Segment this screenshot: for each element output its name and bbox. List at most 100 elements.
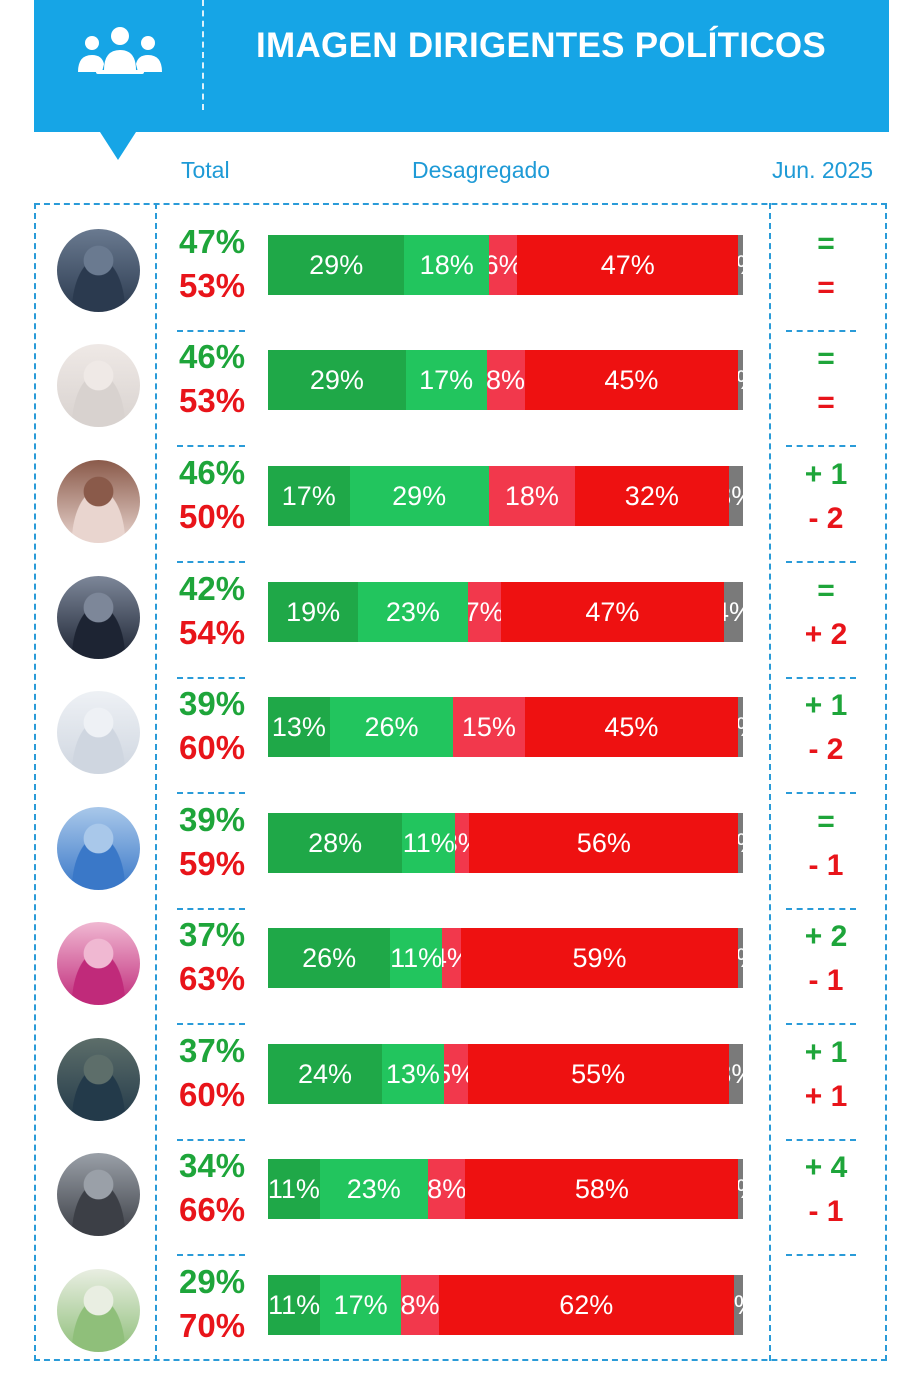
politician-row: 29% 70% 11%17%8%62%2% [0,1263,900,1390]
bar-segment-very-positive: 11% [268,1275,321,1335]
change-positive: = [817,574,835,607]
banner-divider [202,0,204,110]
row-separator [177,1254,245,1256]
stacked-bar: 13%26%15%45%1% [268,697,743,757]
row-separator [177,677,245,679]
bar-segment-negative: 18% [488,466,576,526]
bar-segment-positive: 13% [382,1044,444,1104]
bar-segment-negative: 6% [489,235,518,295]
change-separator [786,561,856,563]
bar-segment-very-negative: 58% [465,1159,739,1219]
total-positive-value: 46% [179,338,246,375]
column-header-total: Total [181,157,230,183]
total-negative-value: 60% [179,729,246,766]
politician-row: 37% 60% 24%13%5%55%3% + 1 + 1 [0,1032,900,1159]
bar-segment-positive: 17% [405,350,487,410]
stacked-bar: 29%18%6%47%1% [268,235,743,295]
change-separator [786,792,856,794]
total-positive-value: 37% [179,1032,246,1069]
total-positive-value: 34% [179,1147,246,1184]
total-negative-value: 50% [179,498,246,535]
bar-segment-positive: 23% [319,1159,428,1219]
bar-segment-negative: 4% [441,928,461,988]
bar-segment-negative: 15% [453,697,525,757]
header-banner [34,0,889,132]
change-positive: + 1 [804,1036,848,1069]
bar-segment-very-positive: 19% [268,582,359,642]
group-icon [78,27,162,74]
change-positive: = [817,342,835,375]
bar-segment-very-negative: 47% [517,235,739,295]
row-separator [177,445,245,447]
bar-segment-no-answer: 1% [738,813,743,873]
bar-segment-very-positive: 29% [268,235,405,295]
bar-segment-very-positive: 26% [268,928,391,988]
bar-segment-very-positive: 24% [268,1044,382,1104]
bar-segment-no-answer: 1% [738,1159,743,1219]
bar-segment-positive: 17% [320,1275,401,1335]
politician-row: 46% 50% 17%29%18%32%3% + 1 - 2 [0,454,900,581]
bar-segment-very-negative: 59% [460,928,739,988]
change-separator [786,908,856,910]
bar-segment-negative: 8% [401,1275,439,1335]
total-positive-value: 46% [179,454,246,491]
total-negative-value: 60% [179,1076,246,1113]
total-negative-value: 53% [179,382,246,419]
change-negative: - 2 [808,733,844,766]
column-header-breakdown: Desagregado [412,157,551,183]
bar-segment-no-answer: 1% [738,350,743,410]
table-frame [34,203,887,1361]
bar-segment-very-negative: 55% [467,1044,729,1104]
row-separator [177,792,245,794]
bar-segment-positive: 29% [349,466,489,526]
change-negative: + 2 [804,618,848,651]
change-positive: + 1 [804,458,848,491]
bar-segment-negative: 3% [455,813,470,873]
change-separator [786,677,856,679]
row-separator [177,561,245,563]
total-positive-value: 42% [179,570,246,607]
stacked-bar: 26%11%4%59%1% [268,928,743,988]
page-title: IMAGEN DIRIGENTES POLÍTICOS [256,26,827,65]
change-positive: = [817,227,835,260]
column-divider-left [155,203,157,1361]
bar-segment-very-positive: 17% [268,466,350,526]
total-positive-value: 47% [179,223,246,260]
politician-avatar [57,1153,140,1236]
bar-segment-very-negative: 45% [524,350,739,410]
stacked-bar: 29%17%8%45%1% [268,350,743,410]
total-negative-value: 66% [179,1191,246,1228]
bar-segment-no-answer: 1% [738,235,743,295]
bar-segment-very-negative: 45% [524,697,739,757]
row-separator [177,1139,245,1141]
total-negative-value: 54% [179,614,246,651]
change-positive: + 4 [804,1151,848,1184]
stacked-bar: 11%17%8%62%2% [268,1275,743,1335]
bar-segment-no-answer: 4% [724,582,743,642]
bar-segment-no-answer: 2% [733,1275,743,1335]
row-separator [177,908,245,910]
change-negative: = [817,271,835,304]
bar-segment-negative: 5% [443,1044,468,1104]
bar-segment-positive: 23% [358,582,468,642]
total-positive-value: 29% [179,1263,246,1300]
change-positive: + 1 [804,689,848,722]
total-negative-value: 59% [179,845,246,882]
bar-segment-negative: 7% [467,582,501,642]
bar-segment-no-answer: 1% [738,928,743,988]
change-negative: - 1 [808,849,844,882]
change-negative: - 2 [808,502,844,535]
row-separator [177,330,245,332]
change-separator [786,1254,856,1256]
stacked-bar: 17%29%18%32%3% [268,466,743,526]
politician-avatar [57,691,140,774]
total-negative-value: 63% [179,960,246,997]
bar-segment-very-negative: 47% [500,582,724,642]
politician-avatar [57,1038,140,1121]
bar-segment-very-negative: 62% [439,1275,734,1335]
bar-segment-very-positive: 11% [268,1159,320,1219]
bar-segment-very-negative: 32% [575,466,729,526]
bar-segment-no-answer: 1% [738,697,743,757]
change-separator [786,1023,856,1025]
stacked-bar: 24%13%5%55%3% [268,1044,743,1104]
